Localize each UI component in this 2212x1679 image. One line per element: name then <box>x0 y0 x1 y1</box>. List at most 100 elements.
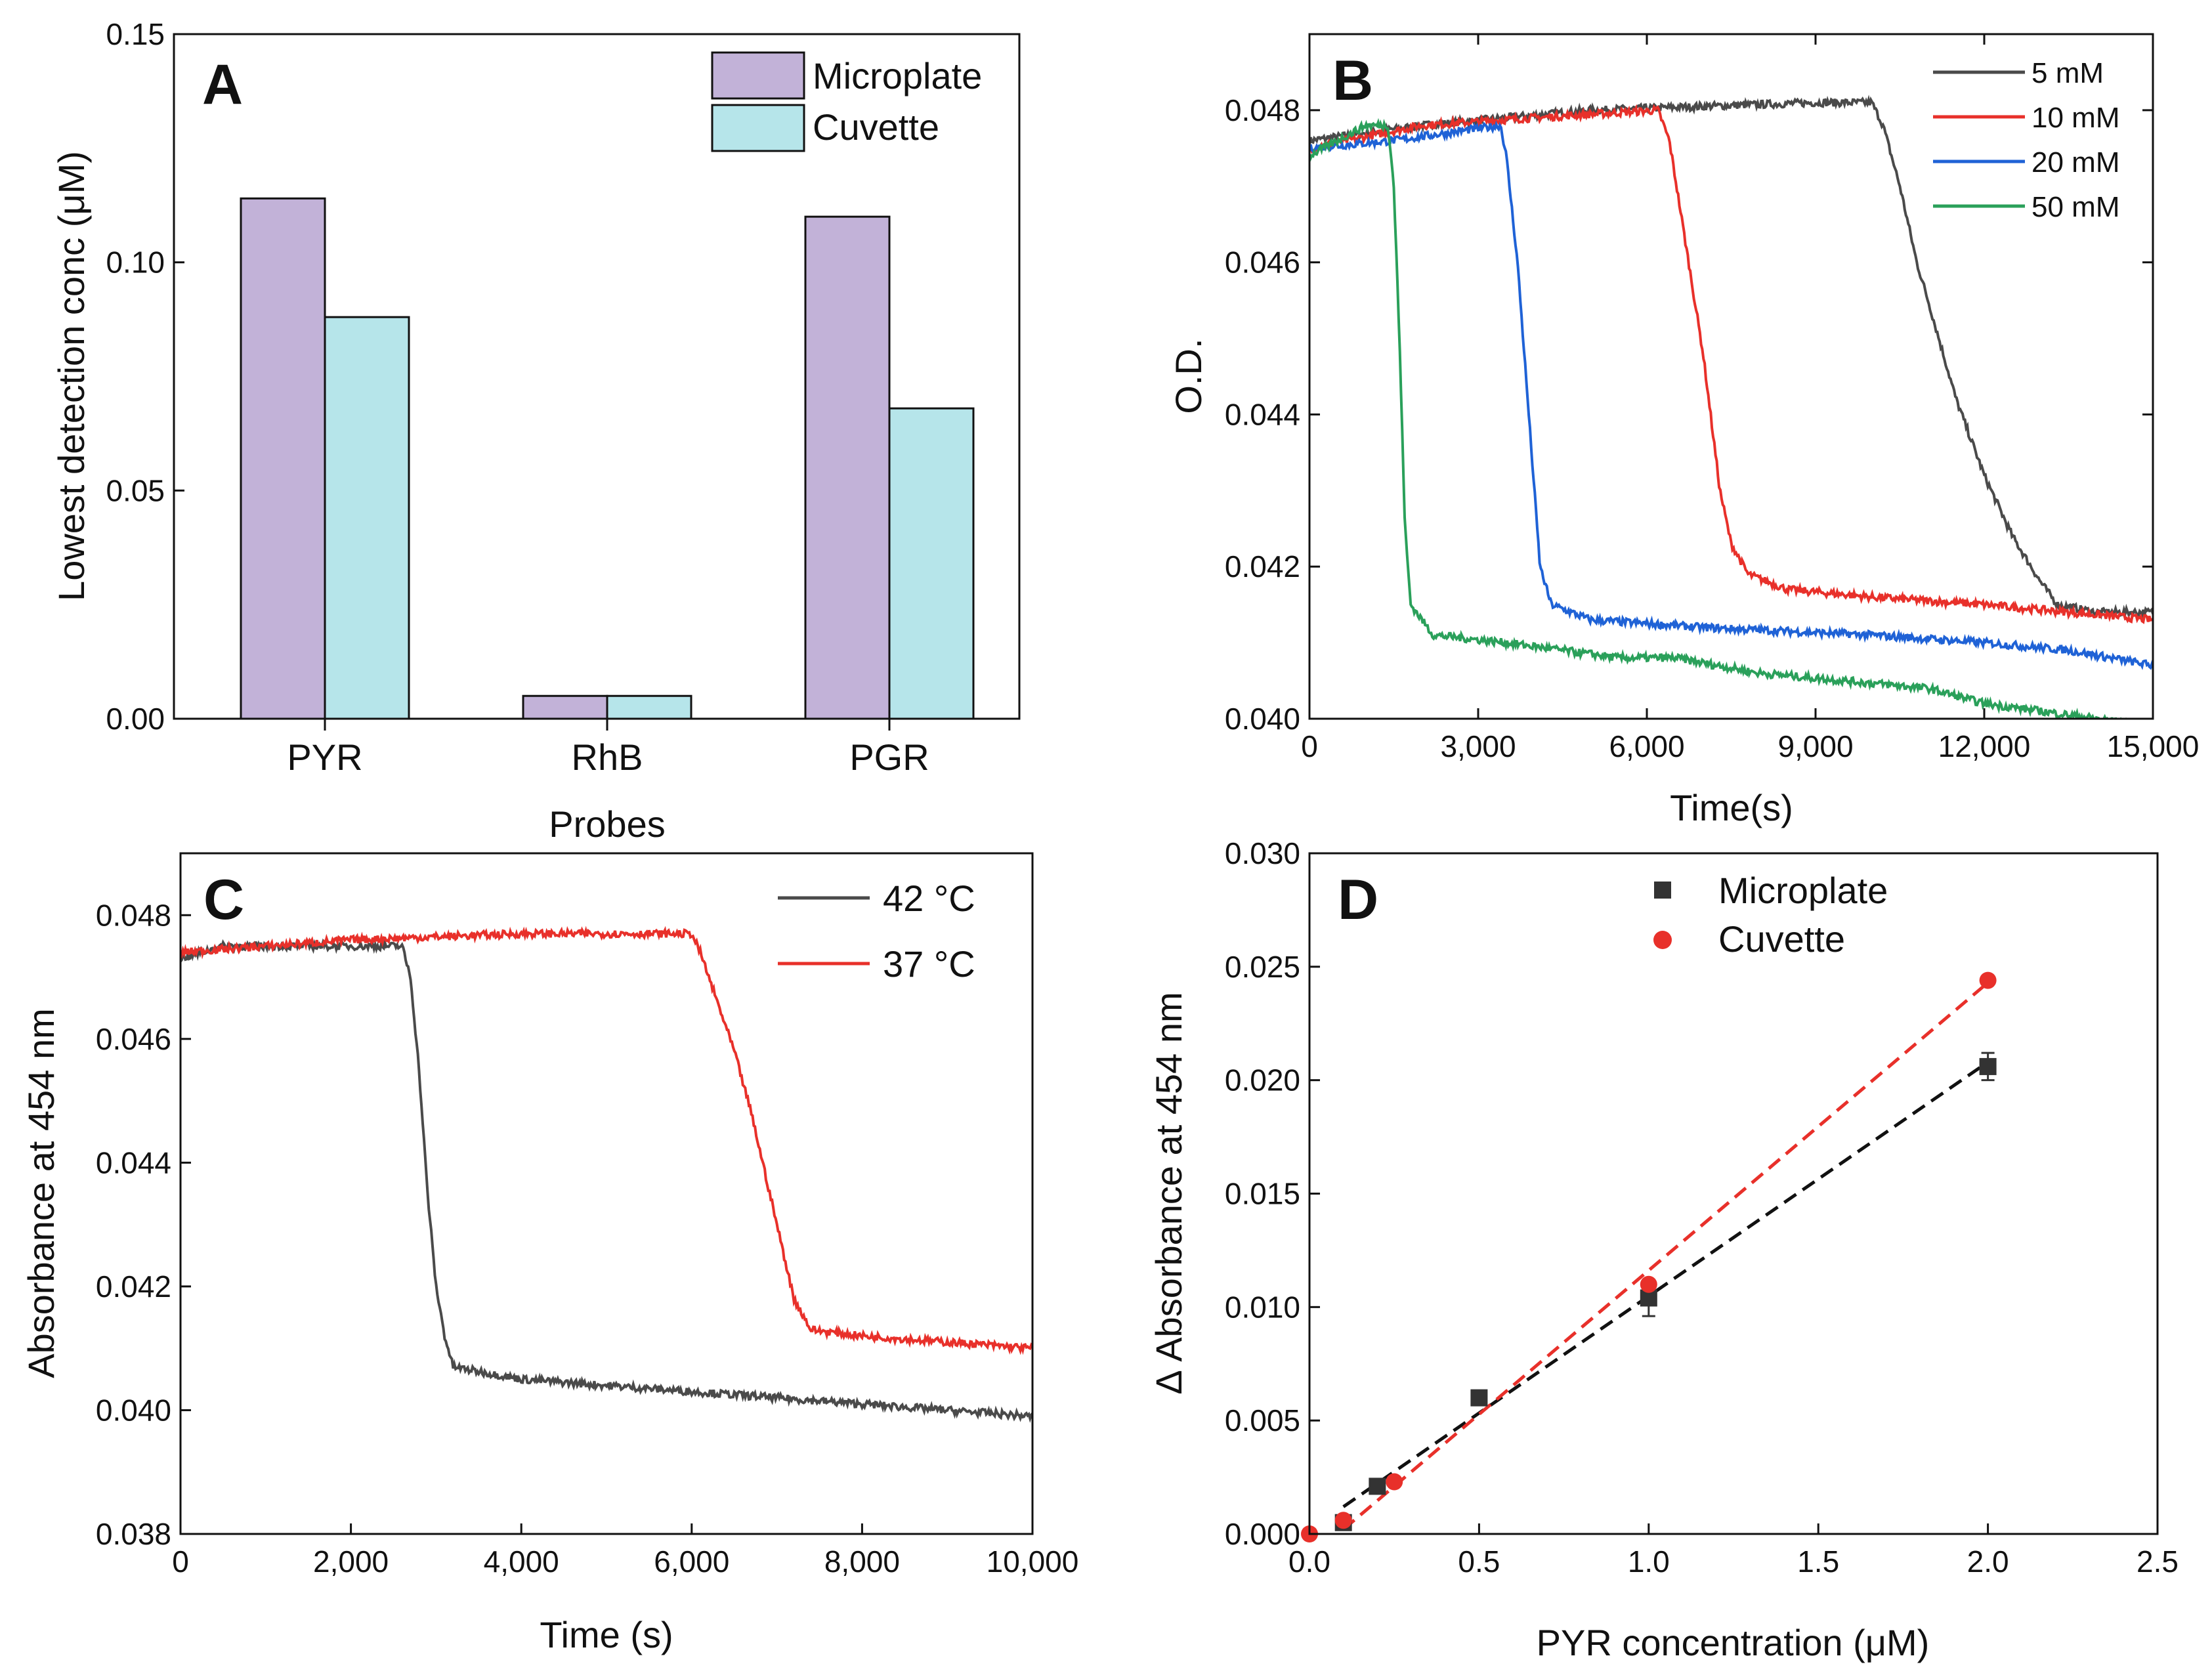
point-microplate <box>1470 1389 1488 1407</box>
panel-b-x-tick-label: 0 <box>1301 729 1318 763</box>
panel-b-y-axis-title: O.D. <box>1168 338 1209 414</box>
legend-label-d-cuvette: Cuvette <box>1718 918 1845 960</box>
panel-d-x-tick-label: 0.5 <box>1458 1544 1500 1579</box>
panel-d-x-tick-label: 1.0 <box>1628 1544 1670 1579</box>
legend-label-42c: 42 °C <box>883 878 975 919</box>
series-line-10-mm <box>1309 104 2153 624</box>
panel-d-y-tick-label: 0.010 <box>1225 1290 1300 1324</box>
bar-cuvette-pgr <box>888 407 975 720</box>
panel-c-x-tick-label: 8,000 <box>824 1544 900 1579</box>
point-microplate <box>1369 1477 1386 1495</box>
panel-a-y-tick-label: 0.10 <box>106 245 165 280</box>
panel-d-y-tick-label: 0.030 <box>1225 836 1300 870</box>
panel-a-bars <box>240 197 975 720</box>
panel-c-x-tick-label: 2,000 <box>313 1544 389 1579</box>
legend-swatch-microplate <box>711 51 805 100</box>
panel-b-series-lines <box>1309 95 2153 719</box>
panel-c-line-chart: 0.038 0.040 0.042 0.044 0.046 0.048 0 2,000 4,00… <box>20 852 1078 1655</box>
legend-label-10mm: 10 mM <box>2031 102 2119 134</box>
panel-c-y-tick-label: 0.040 <box>96 1393 171 1427</box>
panel-b-x-axis-title: Time(s) <box>1670 787 1793 828</box>
panel-b-x-tick-label: 9,000 <box>1777 729 1853 763</box>
legend-label-37c: 37 °C <box>883 943 975 985</box>
panel-b-y-tick-label: 0.048 <box>1225 93 1300 127</box>
panel-d-x-tick-label: 2.0 <box>1967 1544 2009 1579</box>
panel-d-scatter-chart: 0.000 0.005 0.010 0.015 0.020 0.025 0.030 0.0 0.… <box>1148 836 2179 1663</box>
series-line-37-c <box>181 925 1032 1355</box>
panel-b-ticks: 0.040 0.042 0.044 0.046 0.048 0 3,000 6,000 9,00… <box>1225 34 2199 763</box>
panel-b-x-tick-label: 12,000 <box>1938 729 2031 763</box>
panel-b-y-tick-label: 0.046 <box>1225 245 1300 280</box>
panel-c-x-tick-label: 0 <box>172 1544 189 1579</box>
legend-marker-cuvette <box>1653 931 1672 949</box>
panel-d-legend: Microplate Cuvette <box>1653 870 1888 960</box>
panel-d-y-tick-label: 0.025 <box>1225 950 1300 984</box>
panel-d-marks <box>1301 971 1997 1542</box>
series-line-50-mm <box>1309 117 2127 719</box>
point-cuvette <box>1979 971 1997 989</box>
panel-b-y-tick-label: 0.040 <box>1225 702 1300 736</box>
panel-a-y-tick-label: 0.05 <box>106 473 165 507</box>
point-cuvette <box>1334 1512 1352 1529</box>
panel-d-x-tick-label: 2.5 <box>2137 1544 2179 1579</box>
panel-d-x-axis-title: PYR concentration (μM) <box>1537 1622 1930 1663</box>
bar-cuvette-pyr <box>324 316 410 720</box>
panel-c-plot-area <box>181 925 1032 1423</box>
legend-label-20mm: 20 mM <box>2031 146 2119 179</box>
panel-a-bar-chart: PYR RhB PGR 0.00 0.05 0.10 0.15 A Microplate C… <box>51 17 1021 845</box>
legend-label-5mm: 5 mM <box>2031 57 2104 89</box>
panel-d-x-tick-label: 0.0 <box>1288 1544 1330 1579</box>
panel-a-frame <box>173 33 1021 720</box>
panel-a-legend: Microplate Cuvette <box>711 51 982 152</box>
legend-label-cuvette: Cuvette <box>813 106 939 148</box>
panel-c-ticks: 0.038 0.040 0.042 0.044 0.046 0.048 0 2,000 4,00… <box>96 898 1078 1579</box>
panel-c-y-tick-label: 0.038 <box>96 1517 171 1551</box>
fit-line-cuvette <box>1342 981 1989 1531</box>
panel-b-line-chart: 0.040 0.042 0.044 0.046 0.048 0 3,000 6,000 9,00… <box>1168 33 2199 828</box>
legend-swatch-cuvette <box>711 104 805 152</box>
panel-d-x-tick-label: 1.5 <box>1797 1544 1839 1579</box>
panel-a-x-axis-title: Probes <box>549 803 665 845</box>
panel-d-y-axis-title: Δ Absorbance at 454 nm <box>1148 992 1189 1394</box>
panel-c-x-tick-label: 4,000 <box>484 1544 559 1579</box>
panel-c-y-tick-label: 0.044 <box>96 1145 171 1180</box>
panel-a-category-label: PYR <box>287 736 362 778</box>
panel-d-letter: D <box>1338 868 1378 931</box>
panel-b-y-tick-label: 0.042 <box>1225 549 1300 584</box>
legend-marker-microplate <box>1654 882 1671 899</box>
panel-b-x-tick-label: 15,000 <box>2107 729 2200 763</box>
panel-d-y-tick-label: 0.000 <box>1225 1517 1300 1551</box>
panel-b-legend: 5 mM 10 mM 20 mM 50 mM <box>1933 57 2119 223</box>
panel-c-legend: 42 °C 37 °C <box>778 878 975 985</box>
panel-d-ticks: 0.000 0.005 0.010 0.015 0.020 0.025 0.030 0.0 0.… <box>1225 836 2179 1579</box>
panel-a-y-axis-title: Lowest detection conc (μM) <box>51 151 92 601</box>
panel-b-plot-area <box>1309 95 2153 719</box>
bar-microplate-pgr <box>804 215 891 720</box>
panel-c-x-axis-title: Time (s) <box>540 1614 673 1655</box>
panel-b-frame <box>1308 33 2154 720</box>
fit-line-microplate <box>1342 1060 1989 1508</box>
panel-c-y-tick-label: 0.048 <box>96 898 171 932</box>
panel-c-x-tick-label: 10,000 <box>987 1544 1079 1579</box>
point-cuvette <box>1386 1473 1403 1491</box>
panel-a-category-label: PGR <box>849 736 929 778</box>
panel-c-x-tick-label: 6,000 <box>654 1544 729 1579</box>
panel-c-y-tick-label: 0.046 <box>96 1022 171 1056</box>
panel-b-letter: B <box>1332 49 1373 112</box>
panel-a-y-tick-label: 0.00 <box>106 702 165 736</box>
point-cuvette <box>1640 1275 1657 1293</box>
panel-c-series-lines <box>181 925 1032 1423</box>
panel-d-y-tick-label: 0.020 <box>1225 1063 1300 1097</box>
panel-a-category-label: RhB <box>572 736 643 778</box>
panel-b-x-tick-label: 3,000 <box>1440 729 1516 763</box>
legend-label-microplate: Microplate <box>813 55 982 96</box>
bar-cuvette-rhb <box>606 694 692 720</box>
bar-microplate-pyr <box>240 197 326 720</box>
panel-d-y-tick-label: 0.005 <box>1225 1403 1300 1437</box>
panel-a-ticks: PYR RhB PGR 0.00 0.05 0.10 0.15 <box>106 17 929 778</box>
panel-b-x-tick-label: 6,000 <box>1609 729 1684 763</box>
series-line-20-mm <box>1309 120 2153 670</box>
panel-d-y-tick-label: 0.015 <box>1225 1177 1300 1211</box>
